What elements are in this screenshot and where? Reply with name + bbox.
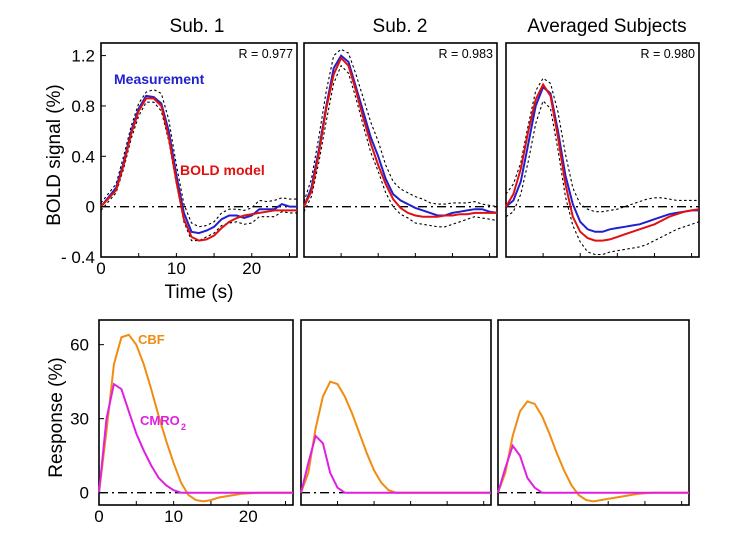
y-tick-label: 30 <box>70 410 89 429</box>
y-tick-label: 0 <box>80 484 89 503</box>
y-tick-label: 0 <box>86 198 95 217</box>
cbf-legend-label: CBF <box>138 332 165 347</box>
cmro2-line <box>300 433 491 494</box>
x-tick-label: 10 <box>164 507 183 526</box>
bold-model-legend-label: BOLD model <box>180 162 265 178</box>
x-tick-label: 20 <box>242 259 261 278</box>
cmro2-line <box>497 443 689 494</box>
panel-frame <box>100 42 298 258</box>
ci-lower-line <box>100 101 297 242</box>
x-tick-label: 10 <box>167 259 186 278</box>
y-tick-label: 0.8 <box>71 97 95 116</box>
cbf-line <box>300 380 491 494</box>
ci-upper-line <box>100 89 297 228</box>
measurement-line <box>100 94 297 235</box>
y-axis-label: BOLD signal (%) <box>44 84 65 226</box>
cmro2-line <box>98 382 293 494</box>
x-axis-label: Time (s) <box>165 282 234 303</box>
panel-frame <box>300 319 492 506</box>
x-tick-label: 0 <box>96 259 105 278</box>
y-tick-label: 1.2 <box>71 47 95 66</box>
panel-title: Sub. 1 <box>170 16 225 37</box>
x-tick-label: 0 <box>94 507 103 526</box>
x-tick-label: 20 <box>239 507 258 526</box>
bold-model-line <box>303 56 497 218</box>
r-value-label: R = 0.980 <box>640 47 695 61</box>
cmro2-legend-subscript: 2 <box>181 422 186 432</box>
measurement-line <box>505 85 699 233</box>
ci-upper-line <box>303 48 498 208</box>
panel-title: Averaged Subjects <box>527 16 686 37</box>
r-value-label: R = 0.977 <box>238 47 293 61</box>
cbf-line <box>98 333 293 503</box>
y-tick-label: - 0.4 <box>61 248 95 267</box>
cmro2-legend-label: CMRO <box>140 413 180 428</box>
panel-title: Sub. 2 <box>373 16 428 37</box>
measurement-legend-label: Measurement <box>114 71 205 87</box>
y-axis-label: Response (%) <box>46 357 67 477</box>
bold-model-line <box>505 82 700 242</box>
panel-frame <box>303 42 498 258</box>
panel-frame <box>505 42 700 258</box>
ci-upper-line <box>505 77 699 213</box>
y-tick-label: 0.4 <box>71 147 95 166</box>
ci-lower-line <box>303 64 498 228</box>
panel-frame <box>497 319 690 506</box>
r-value-label: R = 0.983 <box>438 47 493 61</box>
panel-frame <box>98 319 294 506</box>
y-tick-label: 60 <box>70 336 89 355</box>
bold-model-line <box>100 97 297 242</box>
measurement-line <box>303 54 498 217</box>
cbf-line <box>497 400 689 503</box>
